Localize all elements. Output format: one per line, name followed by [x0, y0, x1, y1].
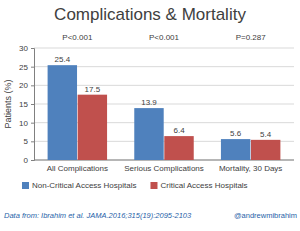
- bar: [134, 108, 163, 160]
- data-label: 25.4: [55, 55, 71, 64]
- source: Data from: Ibrahim et al. JAMA.2016;315(…: [4, 211, 192, 220]
- y-tick: 25: [19, 63, 34, 72]
- legend-swatch: [150, 182, 157, 189]
- bar: [78, 95, 107, 160]
- y-tick-mark: [31, 48, 34, 49]
- legend-swatch: [22, 182, 29, 189]
- y-tick-mark: [31, 104, 34, 105]
- bar: [251, 140, 280, 160]
- data-label: 17.5: [85, 85, 101, 94]
- data-label: 5.4: [260, 130, 272, 139]
- bar: [164, 136, 193, 160]
- bar: [48, 65, 77, 160]
- legend: Non-Critical Access Hospitals Critical Ac…: [22, 181, 248, 190]
- data-labels: 25.4 13.9 5.6 17.5 6.4 5.4: [55, 55, 272, 139]
- y-axis-line: [31, 49, 35, 161]
- y-tick-mark: [31, 67, 34, 68]
- y-tick: 30: [19, 44, 34, 53]
- y-tick: 15: [19, 100, 34, 109]
- grid: [34, 48, 294, 160]
- credit: @andrewmibrahim: [234, 211, 297, 220]
- y-tick-label: 20: [19, 81, 28, 90]
- grid-line: [34, 48, 294, 49]
- y-tick: 0: [24, 156, 34, 165]
- legend-label: Critical Access Hospitals: [160, 181, 247, 190]
- data-label: 13.9: [141, 98, 157, 107]
- bars: [48, 65, 281, 160]
- y-tick-label: 5: [24, 137, 29, 146]
- y-tick-mark: [31, 123, 34, 124]
- plot: 0 5 10 15 20 25 30 25.4 13.9 5.6 17.5 6.4 5.4: [19, 44, 294, 165]
- annotation: P<0.001: [62, 33, 93, 42]
- bar: [221, 139, 250, 160]
- chart: Complications & Mortality 0 5 10 15 20 25 30 25.…: [0, 0, 300, 231]
- y-tick-label: 30: [19, 44, 28, 53]
- y-tick: 20: [19, 81, 34, 90]
- y-tick-label: 0: [24, 156, 29, 165]
- title: Complications & Mortality: [54, 5, 246, 24]
- data-label: 6.4: [173, 126, 185, 135]
- annotation: P<0.001: [149, 33, 180, 42]
- data-label: 5.6: [230, 129, 242, 138]
- category-label: All Complications: [47, 164, 108, 173]
- category-label: Serious Complications: [124, 164, 204, 173]
- y-tick-mark: [31, 141, 34, 142]
- y-tick-mark: [31, 160, 34, 161]
- y-tick: 5: [24, 137, 34, 146]
- y-tick-label: 15: [19, 100, 28, 109]
- y-tick-mark: [31, 85, 34, 86]
- y-tick: 10: [19, 119, 34, 128]
- legend-label: Non-Critical Access Hospitals: [32, 181, 136, 190]
- y-axis-title: Patients (%): [3, 79, 13, 128]
- annotation: P=0.287: [236, 33, 267, 42]
- y-tick-label: 10: [19, 119, 28, 128]
- y-tick-label: 25: [19, 63, 28, 72]
- y-axis: 0 5 10 15 20 25 30: [19, 44, 34, 165]
- category-label: Mortality, 30 Days: [219, 164, 282, 173]
